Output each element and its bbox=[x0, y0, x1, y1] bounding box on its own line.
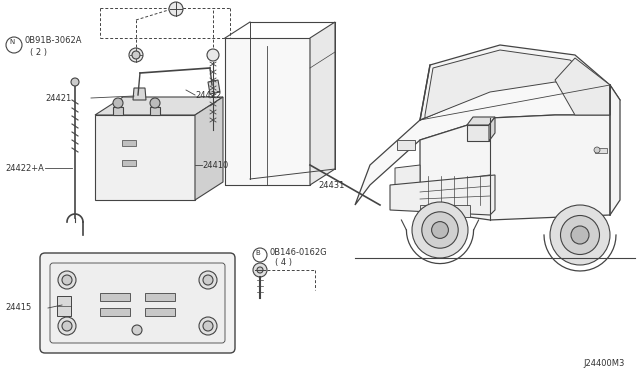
Text: B: B bbox=[255, 250, 260, 256]
Text: 24415: 24415 bbox=[5, 304, 31, 312]
Circle shape bbox=[550, 205, 610, 265]
Polygon shape bbox=[467, 117, 495, 125]
Polygon shape bbox=[420, 175, 490, 210]
Text: 24422+A: 24422+A bbox=[5, 164, 44, 173]
Circle shape bbox=[199, 317, 217, 335]
Text: ( 2 ): ( 2 ) bbox=[30, 48, 47, 57]
Polygon shape bbox=[133, 88, 146, 100]
Bar bbox=[420, 205, 470, 217]
Bar bbox=[145, 293, 175, 301]
Polygon shape bbox=[395, 165, 420, 185]
Polygon shape bbox=[390, 175, 495, 215]
Circle shape bbox=[129, 48, 143, 62]
Circle shape bbox=[132, 51, 140, 59]
Circle shape bbox=[571, 226, 589, 244]
Polygon shape bbox=[555, 58, 610, 115]
Text: N: N bbox=[10, 39, 15, 45]
Bar bbox=[595, 148, 607, 153]
Text: 24421: 24421 bbox=[45, 93, 72, 103]
Circle shape bbox=[169, 2, 183, 16]
Circle shape bbox=[132, 325, 142, 335]
Bar bbox=[122, 160, 136, 166]
Circle shape bbox=[6, 37, 22, 53]
Circle shape bbox=[71, 78, 79, 86]
Bar bbox=[100, 293, 130, 301]
Circle shape bbox=[203, 321, 213, 331]
Circle shape bbox=[561, 215, 600, 254]
Bar bbox=[145, 308, 175, 316]
Circle shape bbox=[150, 98, 160, 108]
Text: 24431: 24431 bbox=[318, 180, 344, 189]
Text: 24410: 24410 bbox=[202, 160, 228, 170]
Circle shape bbox=[207, 49, 219, 61]
Polygon shape bbox=[420, 85, 620, 220]
Polygon shape bbox=[208, 80, 220, 94]
Circle shape bbox=[113, 98, 123, 108]
Circle shape bbox=[203, 275, 213, 285]
Bar bbox=[100, 308, 130, 316]
Polygon shape bbox=[489, 117, 495, 141]
Polygon shape bbox=[310, 22, 335, 185]
Text: J24400M3: J24400M3 bbox=[584, 359, 625, 368]
Polygon shape bbox=[95, 97, 223, 115]
Circle shape bbox=[58, 317, 76, 335]
Text: ( 4 ): ( 4 ) bbox=[275, 259, 292, 267]
Bar bbox=[150, 107, 160, 115]
Text: 0B146-0162G: 0B146-0162G bbox=[270, 247, 328, 257]
Circle shape bbox=[58, 271, 76, 289]
Circle shape bbox=[257, 267, 263, 273]
Circle shape bbox=[412, 202, 468, 258]
Polygon shape bbox=[195, 97, 223, 200]
Circle shape bbox=[253, 248, 267, 262]
FancyBboxPatch shape bbox=[40, 253, 235, 353]
Circle shape bbox=[62, 321, 72, 331]
Bar bbox=[57, 296, 71, 316]
Polygon shape bbox=[420, 45, 610, 120]
Bar bbox=[122, 140, 136, 146]
Circle shape bbox=[422, 212, 458, 248]
FancyBboxPatch shape bbox=[50, 263, 225, 343]
Circle shape bbox=[594, 147, 600, 153]
Polygon shape bbox=[425, 50, 605, 118]
Polygon shape bbox=[355, 80, 620, 205]
Polygon shape bbox=[95, 115, 195, 200]
Bar bbox=[113, 107, 123, 115]
Circle shape bbox=[431, 222, 449, 238]
Polygon shape bbox=[225, 38, 310, 185]
Bar bbox=[397, 140, 415, 150]
Circle shape bbox=[62, 275, 72, 285]
Text: 0B91B-3062A: 0B91B-3062A bbox=[24, 35, 81, 45]
Polygon shape bbox=[467, 125, 489, 141]
Circle shape bbox=[253, 263, 267, 277]
Circle shape bbox=[199, 271, 217, 289]
Text: 24422: 24422 bbox=[195, 90, 221, 99]
